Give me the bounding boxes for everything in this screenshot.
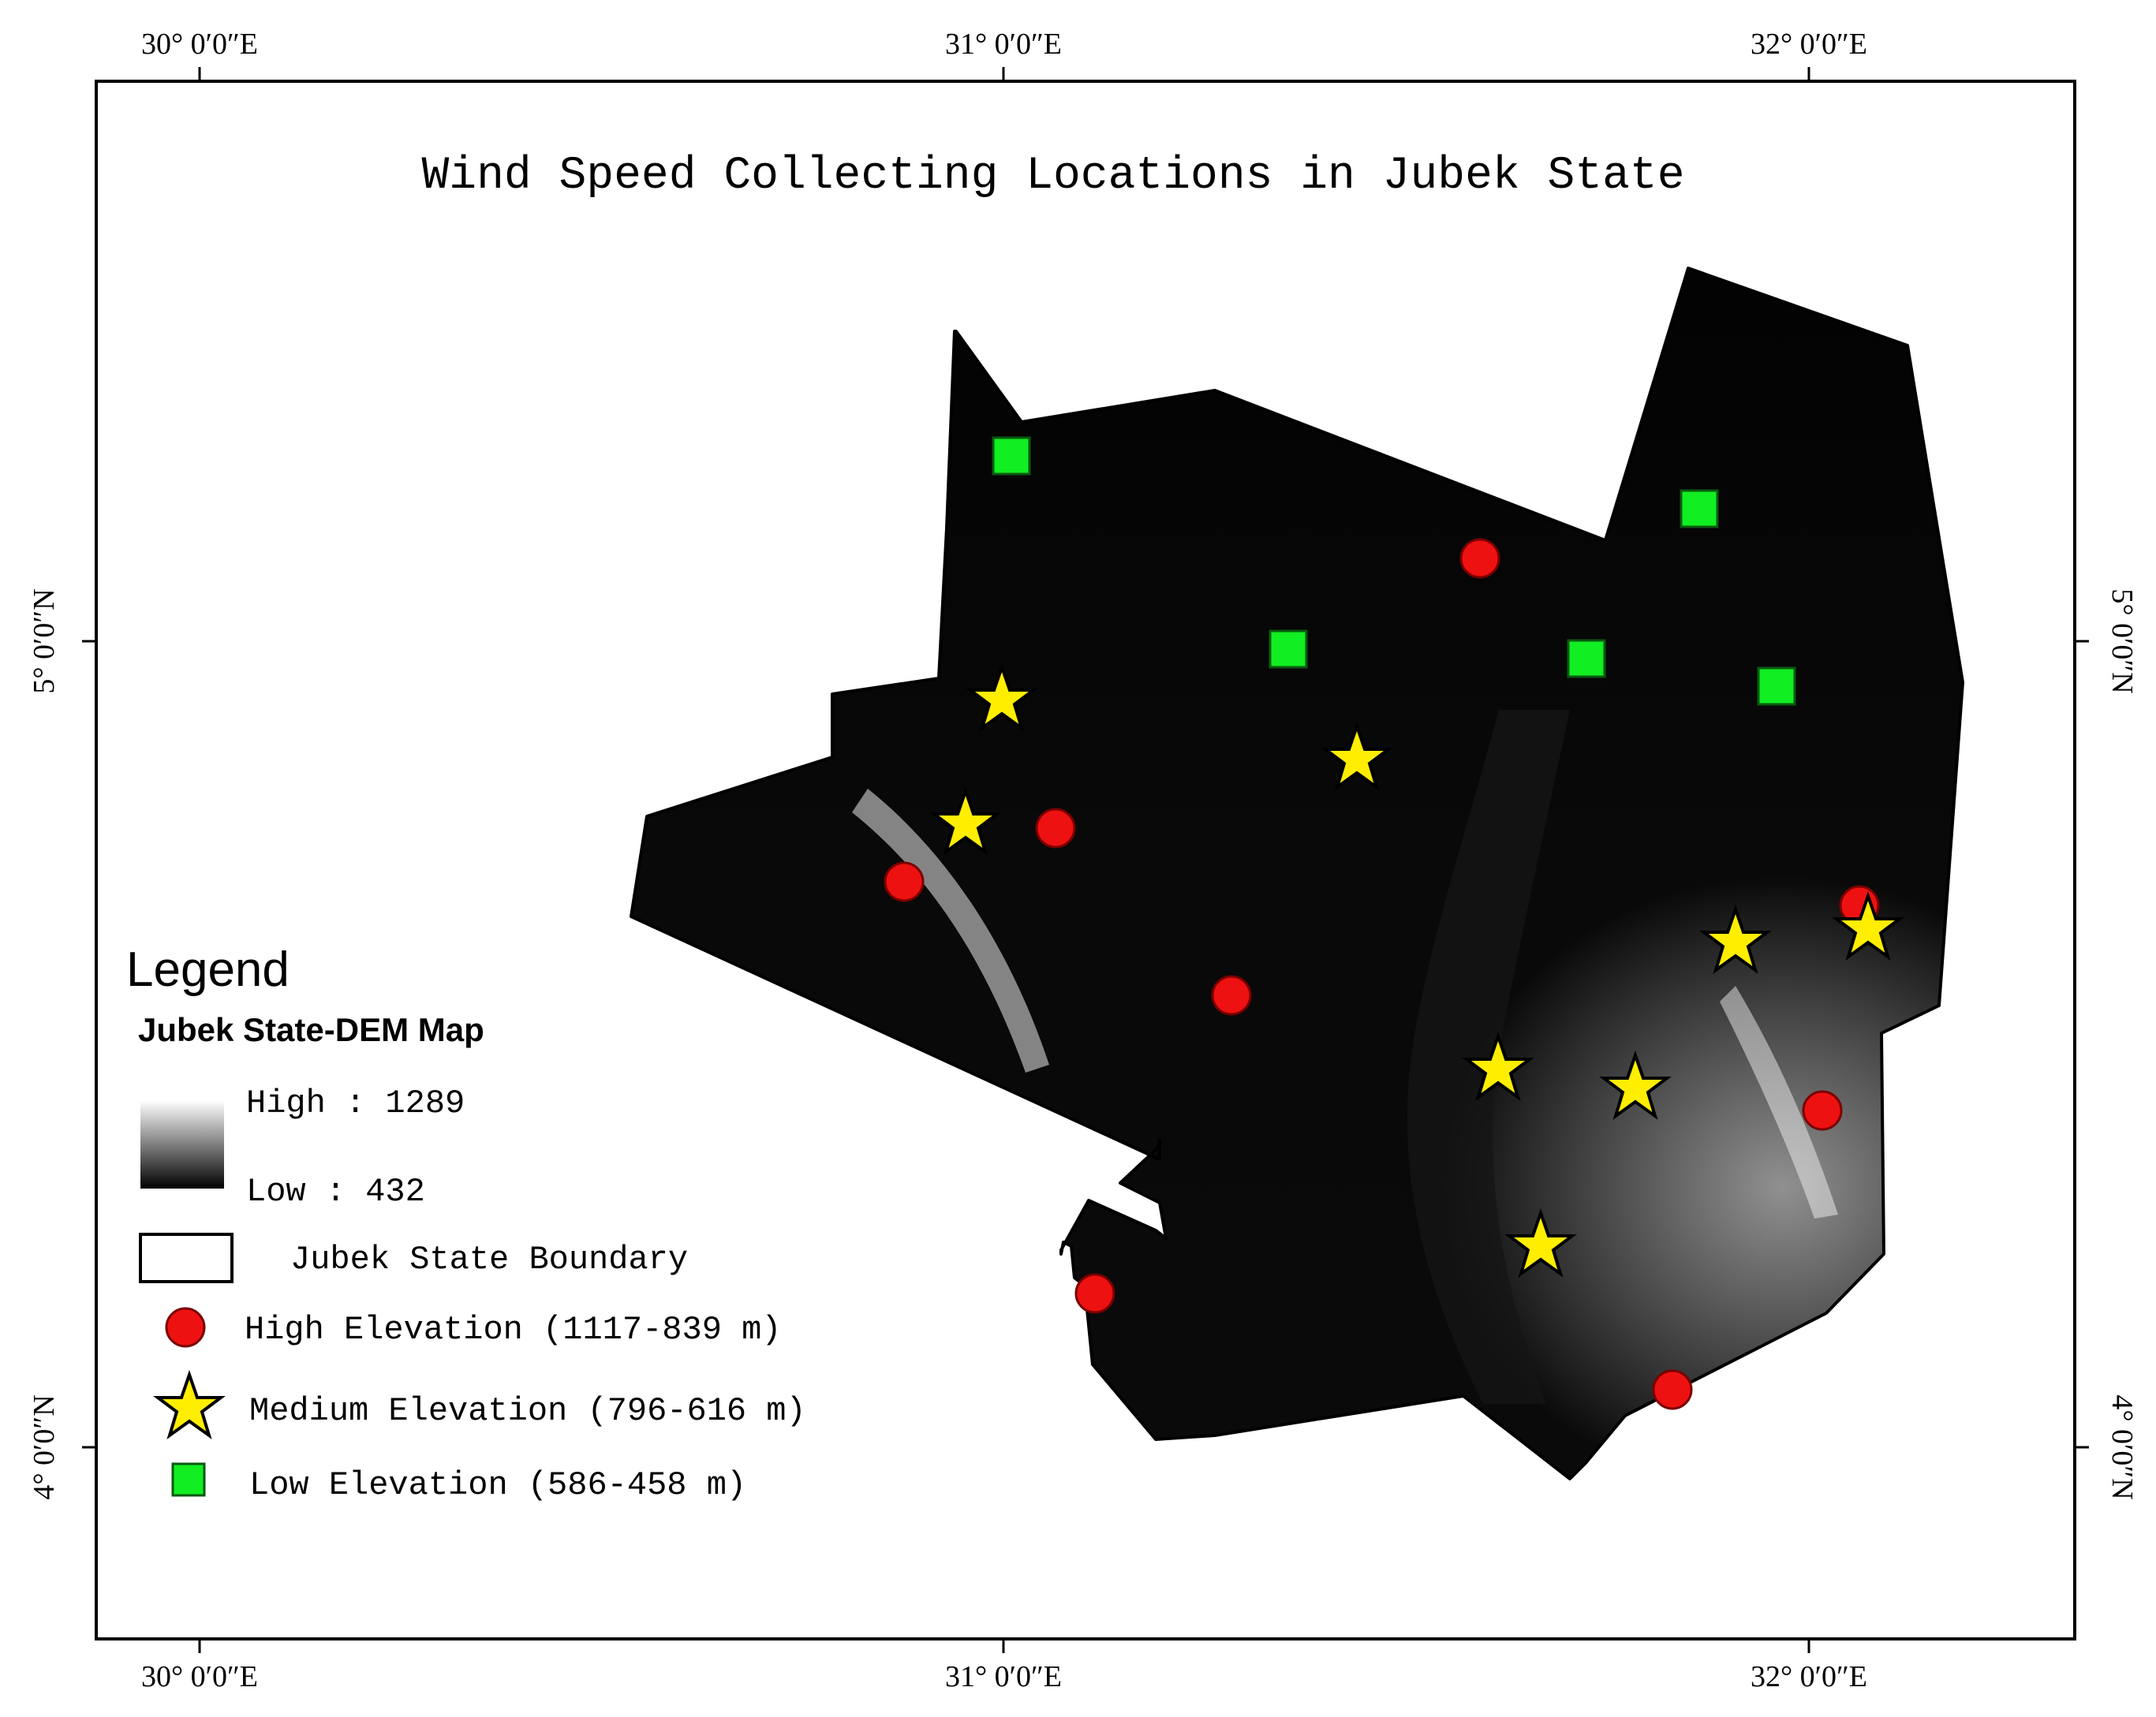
high-elevation-point [1211,975,1252,1016]
low-elevation-point [992,436,1031,476]
low-elevation-point [1269,629,1308,669]
medium-elevation-point [929,786,1002,857]
state-boundary [630,267,1964,1480]
high-elevation-point [1802,1090,1843,1131]
legend: Legend Jubek State-DEM Map High : 1289 L… [126,942,806,1504]
frame-ticks [82,67,2089,1653]
low-elevation-point [1757,666,1796,706]
medium-elevation-point [1504,1207,1577,1278]
high-elevation-point [1652,1369,1693,1410]
medium-elevation-point [1321,721,1393,792]
medium-elevation-point [1599,1050,1672,1121]
legend-boundary-swatch [139,1233,234,1283]
lon-label-bottom-32: 32° 0′0″E [1751,1660,1867,1693]
lat-label-left-5: 5° 0′0″N [28,588,61,693]
legend-high-elevation-label: High Elevation (1117-839 m) [245,1311,782,1349]
low-elevation-point [1567,639,1606,678]
medium-elevation-point [1699,904,1772,975]
lon-label-top-32: 32° 0′0″E [1751,28,1867,61]
legend-dem-high: High : 1289 [246,1084,465,1122]
low-elevation-point [1680,489,1719,528]
red-circle-icon [165,1307,206,1348]
low-elevation-markers [992,436,1796,706]
lat-label-right-5: 5° 0′0″N [2106,588,2139,693]
legend-heading: Legend [126,942,290,997]
high-elevation-point [1035,808,1076,849]
high-elevation-point [1459,538,1500,579]
medium-elevation-point [1832,890,1904,961]
medium-elevation-point [966,662,1038,733]
legend-boundary-label: Jubek State Boundary [290,1241,688,1278]
map-frame [95,80,2076,1640]
lon-label-bottom-31: 31° 0′0″E [945,1660,1062,1693]
lat-label-left-4: 4° 0′0″N [28,1394,61,1499]
high-elevation-point [1074,1273,1115,1314]
yellow-star-icon [153,1369,226,1440]
map-title: Wind Speed Collecting Locations in Jubek… [421,151,1684,202]
high-elevation-markers [884,538,1880,1410]
legend-dem-title: Jubek State-DEM Map [138,1011,484,1048]
green-square-icon [171,1462,206,1497]
lon-label-top-30: 30° 0′0″E [141,28,258,61]
legend-dem-low: Low : 432 [246,1173,425,1211]
legend-medium-elevation-label: Medium Elevation (796-616 m) [249,1392,806,1430]
high-elevation-point [884,861,925,902]
lat-label-right-4: 4° 0′0″N [2106,1394,2139,1499]
medium-elevation-point [1462,1031,1534,1102]
legend-dem-ramp [140,1100,224,1189]
medium-elevation-markers [929,662,1904,1278]
lon-label-top-31: 31° 0′0″E [945,28,1062,61]
legend-low-elevation-label: Low Elevation (586-458 m) [249,1466,746,1504]
lon-label-bottom-30: 30° 0′0″E [141,1660,258,1693]
dem-raster [631,268,1963,1479]
